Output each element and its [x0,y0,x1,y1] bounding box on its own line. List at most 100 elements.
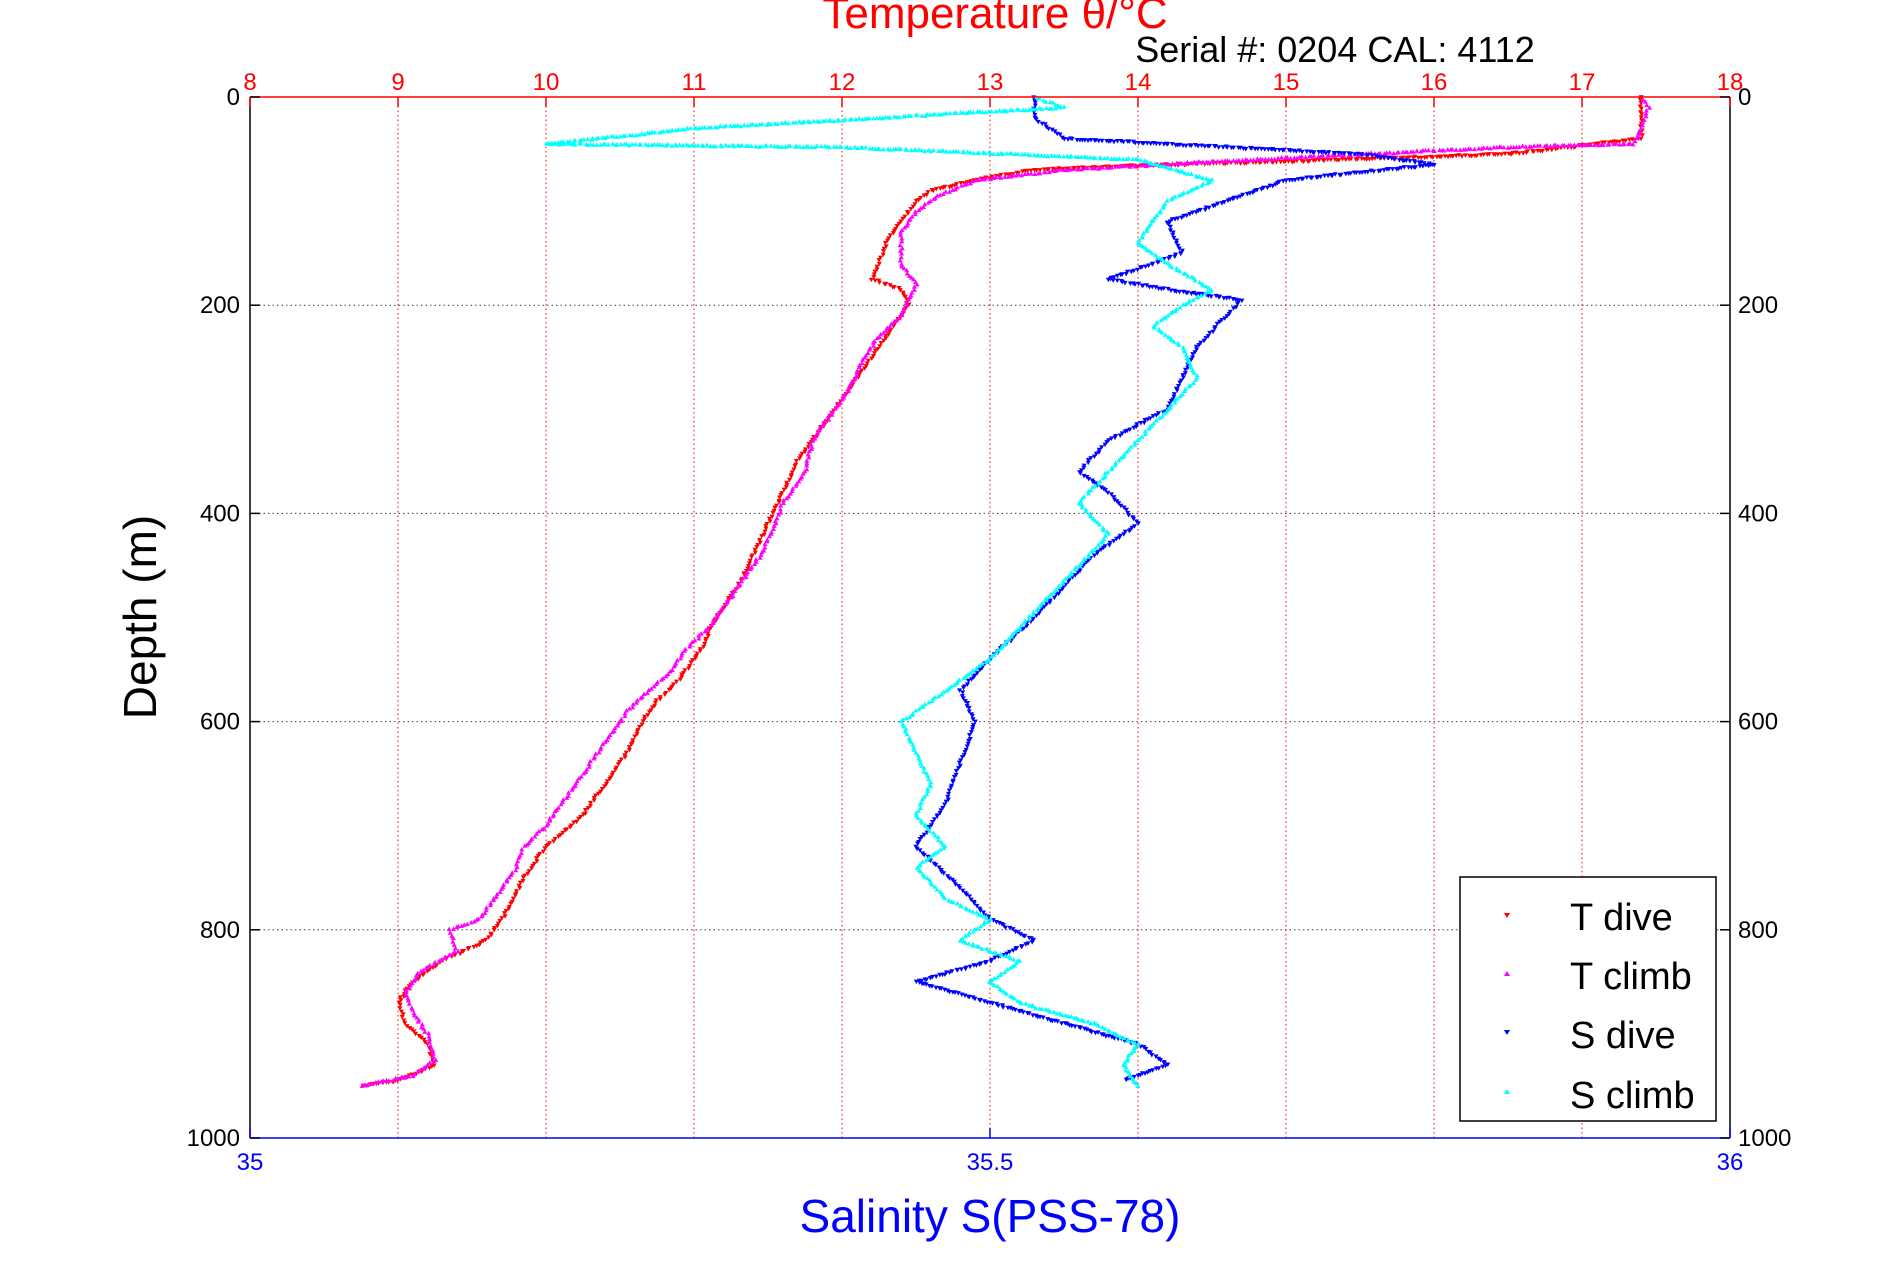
legend-label-s-dive: S dive [1570,1015,1676,1057]
data-point [1044,167,1050,173]
data-point [1186,359,1192,365]
data-point [1498,152,1504,157]
data-point [1190,355,1196,360]
data-point [1202,207,1208,213]
data-point [1387,149,1393,155]
data-point [988,916,994,921]
data-point [1299,149,1305,155]
data-point [418,1035,424,1041]
data-point [1643,108,1649,113]
data-point [964,180,970,185]
data-point [948,899,954,904]
data-point [615,762,621,767]
data-point [916,755,922,761]
data-point [1015,958,1021,963]
data-point [911,747,917,752]
data-point [1010,927,1016,932]
data-point [960,110,966,115]
data-point [1188,365,1194,370]
data-point [1085,1018,1091,1024]
data-point [918,805,924,810]
data-point [1205,180,1211,186]
data-point [1635,131,1641,136]
data-point [735,142,741,148]
data-point [1188,357,1194,363]
data-point [1031,937,1037,943]
data-point [759,534,765,539]
data-point [1051,590,1057,595]
data-point [701,644,707,650]
data-point [1162,259,1168,265]
data-point [966,709,972,715]
data-point [678,655,684,661]
data-point [629,141,635,147]
data-point [912,209,918,214]
data-point [880,330,886,335]
data-point [1170,232,1176,238]
data-point [911,284,917,289]
data-point [1110,1030,1116,1035]
data-point [396,1000,402,1005]
data-point [1194,372,1200,378]
data-point [916,706,922,711]
data-point [906,302,912,307]
data-point [495,921,501,927]
data-point [813,433,819,439]
data-point [933,186,939,192]
data-point [1304,175,1310,180]
data-point [1086,476,1092,482]
data-point [1378,155,1384,160]
data-point [723,123,729,128]
data-point [770,510,776,516]
data-point [1131,1048,1137,1054]
data-point [896,315,902,321]
data-point [1154,212,1160,218]
data-point [479,912,485,917]
data-point [602,784,608,789]
data-point [925,855,931,861]
data-point [1160,316,1166,321]
data-point [1106,543,1112,548]
data-point [459,949,465,954]
data-point [781,487,787,493]
data-point [903,715,909,721]
data-point [972,719,978,725]
data-point [1544,142,1550,148]
data-point [1553,147,1559,152]
data-point [1001,989,1007,995]
data-point [804,143,810,149]
data-point [871,351,877,356]
data-point [411,1029,417,1034]
data-point [966,738,972,744]
data-point [1079,504,1085,510]
data-point [414,1015,420,1020]
data-point [1109,156,1115,161]
data-point [622,755,628,760]
data-point [483,905,489,910]
data-point [878,331,884,337]
data-point [576,775,582,781]
data-point [931,817,937,822]
data-point [1007,925,1013,931]
data-point [510,896,516,902]
data-point [1131,425,1137,431]
data-point [1422,155,1428,161]
data-point [593,793,599,798]
data-point [1238,161,1244,166]
data-point [711,616,717,621]
data-point [753,559,759,564]
data-point [964,744,970,749]
data-point [1047,598,1053,603]
data-point [1165,286,1171,292]
data-point [905,220,911,226]
data-point [917,848,923,853]
data-point [1133,163,1139,169]
data-point [1303,154,1309,160]
data-point [775,121,781,126]
data-point [928,880,934,885]
data-point [687,641,693,647]
data-point [970,941,976,947]
data-point [1051,595,1057,601]
data-point [1311,153,1317,158]
data-point [1037,1006,1043,1011]
